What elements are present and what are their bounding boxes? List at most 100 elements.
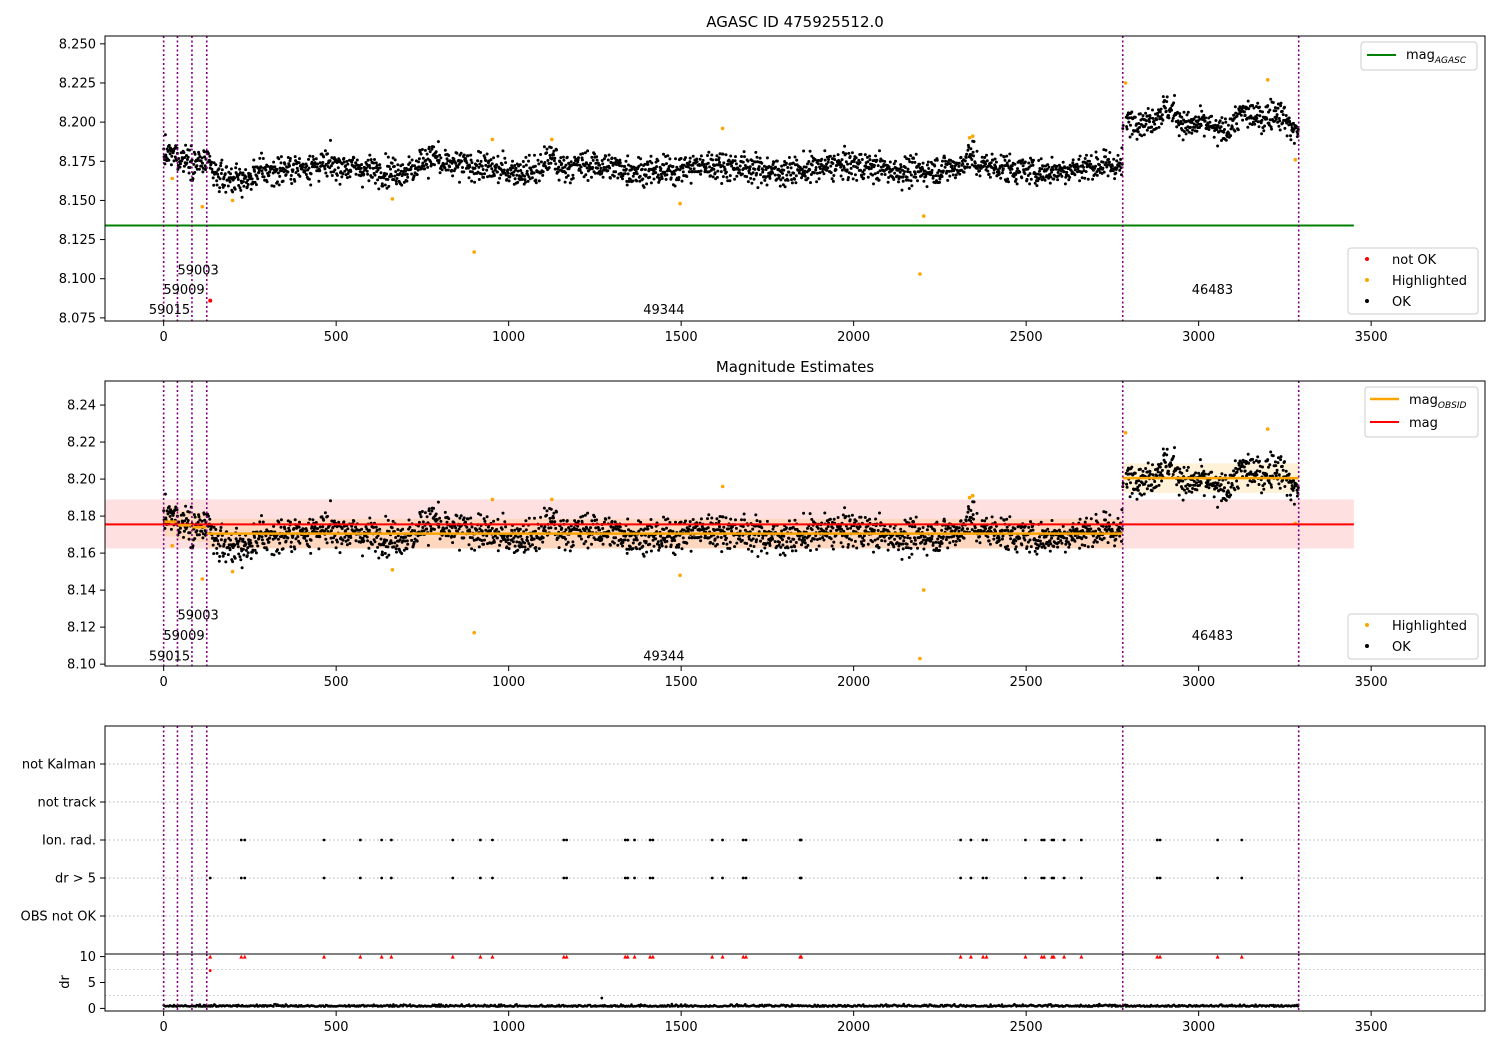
ok-point (908, 170, 912, 174)
ok-point (208, 517, 212, 521)
ok-point (421, 520, 425, 524)
ok-point (1145, 119, 1148, 123)
ok-point (789, 540, 793, 544)
ok-point (272, 524, 276, 528)
ok-point (952, 525, 956, 529)
ok-point (249, 187, 253, 191)
ok-point (296, 535, 300, 539)
ok-point (1009, 171, 1013, 175)
ok-point (260, 172, 264, 176)
ok-point (1184, 132, 1188, 136)
ok-point (174, 144, 178, 148)
ok-point (839, 174, 843, 178)
ok-point (1179, 120, 1183, 123)
ok-point (301, 163, 305, 167)
ok-point (502, 168, 506, 172)
ok-point (346, 172, 350, 175)
ok-point (1063, 166, 1067, 170)
ok-point (354, 525, 358, 529)
ok-point (863, 153, 867, 157)
ok-point (926, 524, 930, 528)
ok-point (516, 535, 520, 539)
ok-point (366, 539, 370, 543)
ok-point (923, 169, 927, 173)
ok-point (650, 161, 654, 165)
ok-point (862, 539, 866, 542)
ok-point (502, 534, 506, 538)
ok-point (775, 159, 779, 163)
ok-point (777, 543, 781, 547)
ok-point (1185, 128, 1189, 132)
ok-point (638, 541, 642, 545)
ok-point (656, 159, 660, 163)
ok-point (779, 178, 783, 182)
ok-point (677, 545, 681, 549)
ok-point (887, 176, 891, 179)
ok-point (552, 149, 556, 153)
ok-point (860, 158, 864, 161)
ok-point (217, 559, 221, 563)
ok-point (1160, 113, 1164, 117)
ok-point (994, 166, 998, 170)
ok-point (755, 519, 759, 523)
ok-point (438, 171, 442, 175)
ok-point (772, 160, 776, 164)
ok-point (935, 546, 938, 550)
ok-point (848, 155, 852, 158)
ok-point (821, 536, 825, 539)
ok-point (646, 527, 650, 531)
ok-point (888, 524, 892, 528)
ok-point (906, 178, 910, 182)
ok-point (728, 159, 731, 163)
ok-point (385, 172, 389, 176)
ok-point (718, 160, 721, 164)
ok-point (358, 536, 362, 539)
ok-point (793, 177, 797, 181)
ok-point (764, 543, 768, 547)
ok-point (430, 147, 434, 151)
ok-point (760, 161, 764, 165)
ok-point (219, 526, 223, 529)
ok-point (1050, 519, 1054, 522)
ok-point (669, 543, 673, 547)
ok-point (658, 178, 662, 182)
ok-point (525, 169, 529, 173)
ok-point (1224, 138, 1228, 142)
ok-point (406, 542, 410, 546)
ok-point (817, 544, 821, 548)
ok-point (168, 152, 172, 156)
ok-point (318, 525, 322, 529)
ok-point (1062, 536, 1066, 540)
ok-point (1259, 121, 1263, 125)
ok-point (660, 544, 664, 548)
ok-point (539, 160, 543, 164)
ok-point (1032, 158, 1035, 162)
ok-point (292, 162, 296, 166)
ok-point (170, 154, 174, 158)
ok-point (260, 538, 264, 542)
ok-point (957, 526, 961, 530)
ok-point (390, 174, 394, 178)
ok-point (1039, 520, 1043, 524)
ok-point (903, 170, 906, 174)
ok-point (289, 545, 293, 549)
ok-point (733, 177, 737, 181)
ok-point (761, 536, 765, 540)
ok-point (253, 535, 257, 539)
ok-point (959, 155, 963, 159)
ok-point (786, 178, 790, 182)
ok-point (1233, 129, 1237, 133)
ok-point (258, 520, 262, 524)
ok-point (580, 537, 583, 541)
ok-point (969, 516, 973, 519)
highlighted-point (918, 272, 922, 276)
ok-point (727, 162, 731, 166)
ok-point (223, 552, 226, 556)
ok-point (259, 165, 263, 169)
ok-point (1050, 536, 1054, 540)
ok-point (407, 518, 411, 522)
ok-point (446, 168, 450, 172)
ok-point (317, 179, 321, 183)
ok-point (417, 160, 420, 164)
ok-point (1212, 135, 1216, 139)
